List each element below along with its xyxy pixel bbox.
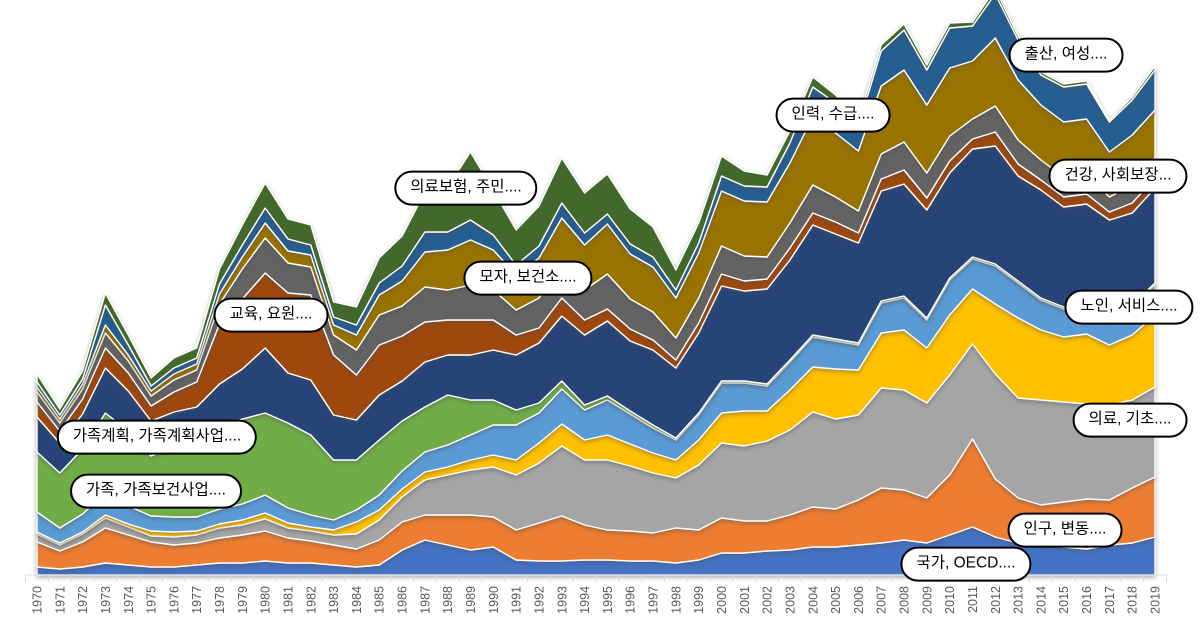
x-axis-label: 2009: [920, 586, 934, 614]
x-axis-label: 1998: [669, 586, 683, 614]
callout-health-social-security[interactable]: 건강, 사회보장...: [1048, 158, 1188, 194]
x-axis-label: 1991: [510, 586, 524, 614]
x-axis-label: 2019: [1149, 586, 1163, 614]
callout-medical-insurance-resident[interactable]: 의료보험, 주민....: [394, 170, 538, 206]
x-axis-label: 2008: [898, 586, 912, 614]
x-axis-label: 2004: [806, 586, 820, 614]
x-axis-label: 2005: [829, 586, 843, 614]
callout-education-personnel[interactable]: 교육, 요원....: [213, 297, 329, 333]
x-axis-label: 2007: [875, 586, 889, 614]
callout-maternal-health-center[interactable]: 모자, 보건소....: [463, 260, 593, 296]
x-axis-label: 1975: [145, 586, 159, 614]
x-axis-label: 1972: [76, 586, 90, 614]
x-axis-label: 2011: [966, 586, 980, 613]
callout-national-oecd[interactable]: 국가, OECD....: [900, 546, 1032, 582]
callout-manpower-supply[interactable]: 인력, 수급....: [775, 97, 891, 133]
callout-birth-women[interactable]: 출산, 여성....: [1008, 37, 1124, 73]
x-axis-label: 2003: [783, 586, 797, 614]
x-axis-label: 1979: [236, 586, 250, 614]
x-axis-label: 2010: [943, 586, 957, 614]
x-axis-label: 1977: [190, 586, 204, 614]
x-axis-label: 1989: [464, 586, 478, 614]
callout-family-health[interactable]: 가족, 가족보건사업....: [70, 473, 242, 509]
x-axis-label: 2012: [989, 586, 1003, 614]
x-axis-label: 2017: [1103, 586, 1117, 614]
x-axis-label: 1992: [533, 586, 547, 614]
x-axis-label: 1994: [578, 586, 592, 614]
x-axis-label: 1980: [259, 586, 273, 614]
callout-population-change[interactable]: 인구, 변동....: [1007, 512, 1123, 548]
x-axis-label: 1993: [555, 586, 569, 614]
x-axis-label: 2002: [761, 586, 775, 614]
x-axis-label: 1981: [282, 586, 296, 614]
x-axis-label: 1997: [647, 586, 661, 614]
x-axis-label: 2013: [1012, 586, 1026, 614]
x-axis-label: 1978: [213, 586, 227, 614]
x-axis-label: 2016: [1080, 586, 1094, 614]
x-axis-label: 1971: [53, 586, 67, 614]
x-axis-label: 2006: [852, 586, 866, 614]
x-axis-label: 1988: [441, 586, 455, 614]
x-axis-label: 1976: [167, 586, 181, 614]
x-axis-label: 1974: [122, 586, 136, 614]
x-axis-label: 1996: [624, 586, 638, 614]
x-axis-label: 1973: [99, 586, 113, 614]
x-axis-label: 1985: [373, 586, 387, 614]
x-axis-label: 1990: [487, 586, 501, 614]
x-axis-label: 2018: [1126, 586, 1140, 614]
area-maternal-health-center[interactable]: [36, 0, 1156, 416]
callout-elderly-services[interactable]: 노인, 서비스....: [1064, 289, 1194, 325]
x-axis-label: 1982: [304, 586, 318, 614]
x-axis-label: 1970: [31, 586, 45, 614]
x-axis-label: 1986: [396, 586, 410, 614]
x-axis-label: 2014: [1034, 586, 1048, 614]
callout-family-planning[interactable]: 가족계획, 가족계획사업....: [56, 419, 258, 455]
callout-medical-basic[interactable]: 의료, 기초....: [1072, 402, 1188, 438]
x-axis-label: 1999: [692, 586, 706, 614]
x-axis-label: 1984: [350, 586, 364, 614]
x-axis-label: 2001: [738, 586, 752, 614]
x-axis-label: 1995: [601, 586, 615, 614]
x-axis-label: 1983: [327, 586, 341, 614]
x-axis-label: 2015: [1057, 586, 1071, 614]
x-axis-label: 1987: [418, 586, 432, 614]
x-axis-label: 2000: [715, 586, 729, 614]
